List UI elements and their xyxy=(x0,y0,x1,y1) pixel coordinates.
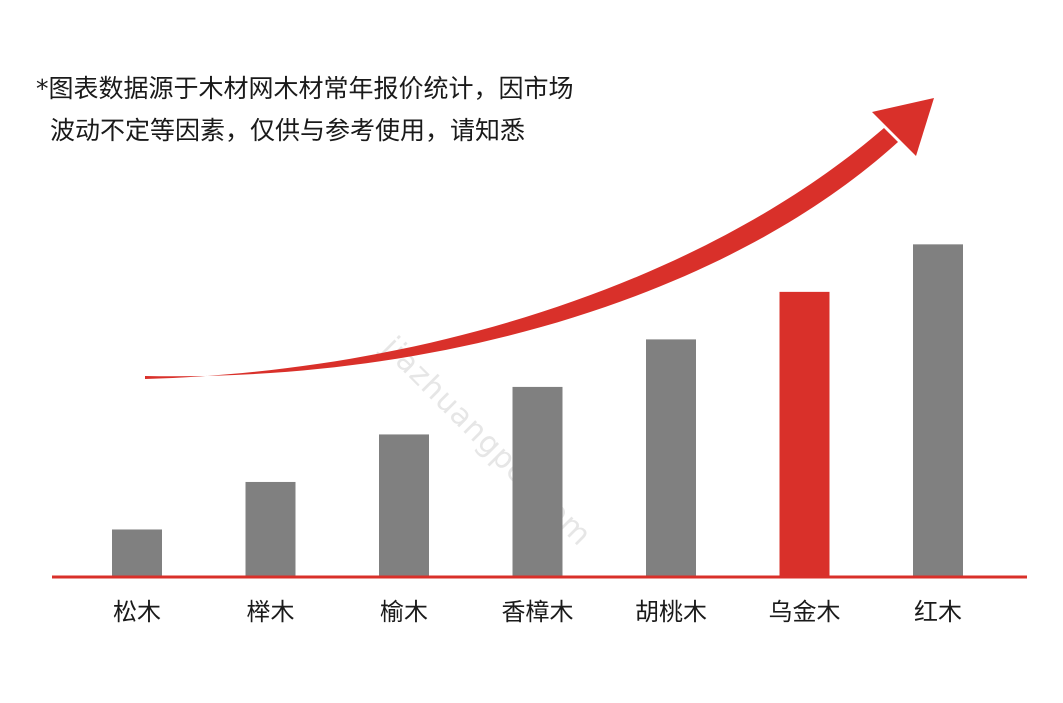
chart-note: *图表数据源于木材网木材常年报价统计，因市场 波动不定等因素，仅供与参考使用，请… xyxy=(36,68,574,152)
bars-group xyxy=(112,244,963,577)
trend-arrow-head xyxy=(872,98,934,156)
x-tick-label-4: 香樟木 xyxy=(502,598,574,626)
x-tick-label-7: 红木 xyxy=(914,598,962,626)
bar-5 xyxy=(646,339,696,577)
bar-7 xyxy=(913,244,963,577)
bar-1 xyxy=(112,529,162,577)
x-tick-label-3: 榆木 xyxy=(380,598,428,626)
x-tick-label-6: 乌金木 xyxy=(769,598,841,626)
note-line-2: 波动不定等因素，仅供与参考使用，请知悉 xyxy=(50,116,526,145)
bar-4 xyxy=(512,386,563,577)
x-tick-label-5: 胡桃木 xyxy=(635,598,707,626)
bar-2 xyxy=(245,481,296,577)
trend-arrow-body xyxy=(145,128,898,379)
bar-3 xyxy=(379,434,429,577)
x-tick-labels: 松木 榉木 榆木 香樟木 胡桃木 乌金木 红木 xyxy=(113,598,962,626)
x-tick-label-2: 榉木 xyxy=(247,598,295,626)
bar-6 xyxy=(779,291,830,577)
note-line-1: *图表数据源于木材网木材常年报价统计，因市场 xyxy=(36,74,574,103)
x-tick-label-1: 松木 xyxy=(113,598,161,626)
